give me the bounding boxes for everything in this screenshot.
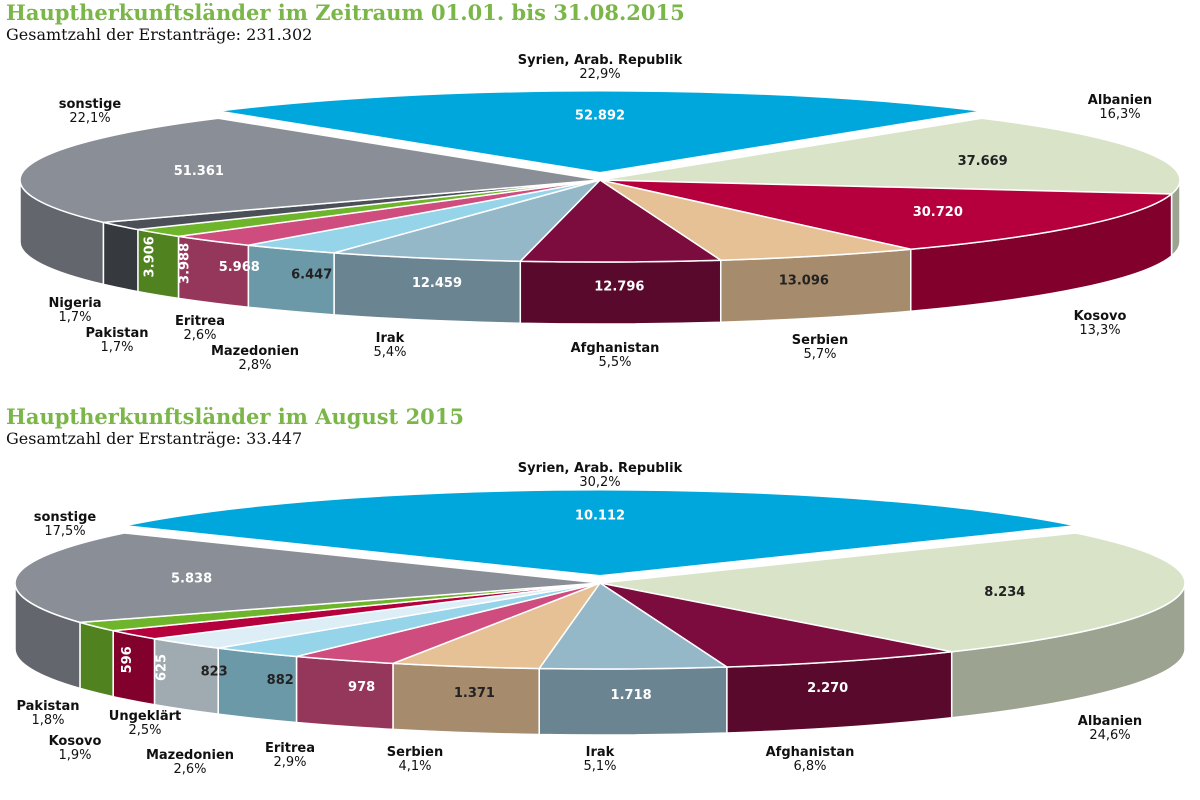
percent-label-sonstige: 22,1% bbox=[69, 111, 110, 126]
slice-tops bbox=[19, 90, 1181, 263]
chart-title: Hauptherkunftsländer im Zeitraum 01.01. … bbox=[6, 0, 685, 25]
percent-label-serbien: 5,7% bbox=[803, 347, 836, 362]
value-label-nigeria: 3.906 bbox=[143, 236, 158, 277]
value-label-eritrea: 978 bbox=[348, 680, 375, 695]
percent-label-eritrea: 2,9% bbox=[273, 755, 306, 770]
category-label-nigeria: Nigeria bbox=[48, 296, 101, 311]
chart-subtitle: Gesamtzahl der Erstanträge: 231.302 bbox=[6, 25, 313, 44]
category-label-eritrea: Eritrea bbox=[265, 741, 315, 756]
percent-label-pakistan: 1,8% bbox=[31, 713, 64, 728]
category-label-mazedonien: Mazedonien bbox=[146, 748, 234, 763]
slice-afghanistan bbox=[599, 582, 952, 668]
percent-label-mazedonien: 2,6% bbox=[173, 762, 206, 777]
value-label-pakistan: 3.988 bbox=[178, 243, 193, 284]
percent-label-irak: 5,4% bbox=[373, 345, 406, 360]
percent-label-irak: 5,1% bbox=[583, 759, 616, 774]
value-label-pakistan: 596 bbox=[120, 646, 135, 673]
percent-label-pakistan: 1,7% bbox=[100, 340, 133, 355]
percent-label-albanien: 16,3% bbox=[1099, 107, 1140, 122]
category-label-kosovo: Kosovo bbox=[1074, 309, 1127, 324]
percent-label-afghanistan: 5,5% bbox=[598, 355, 631, 370]
value-label-mazedonien: 882 bbox=[267, 673, 294, 688]
chart-panel-ytd: Hauptherkunftsländer im Zeitraum 01.01. … bbox=[6, 0, 1181, 373]
slice-side-pakistan bbox=[79, 621, 114, 698]
category-label-eritrea: Eritrea bbox=[175, 314, 225, 329]
category-label-serbien: Serbien bbox=[792, 333, 848, 348]
chart-title: Hauptherkunftsländer im August 2015 bbox=[6, 404, 465, 429]
slice-sides bbox=[19, 179, 1181, 325]
percent-label-afghanistan: 6,8% bbox=[793, 759, 826, 774]
value-label-irak: 1.718 bbox=[611, 688, 652, 703]
category-label-kosovo: Kosovo bbox=[49, 734, 102, 749]
value-label-afghanistan: 2.270 bbox=[807, 681, 848, 696]
value-label-syrien-arab-republik: 52.892 bbox=[575, 108, 625, 123]
category-label-pakistan: Pakistan bbox=[16, 699, 79, 714]
slice-sonstige bbox=[14, 532, 601, 624]
value-label-kosovo: 625 bbox=[155, 654, 170, 681]
value-label-eritrea: 5.968 bbox=[219, 260, 260, 275]
slice-albanien bbox=[599, 117, 1181, 195]
category-label-sonstige: sonstige bbox=[34, 510, 97, 525]
category-label-serbien: Serbien bbox=[387, 745, 443, 760]
value-label-syrien-arab-republik: 10.112 bbox=[575, 509, 625, 524]
percent-label-ungeklaert: 2,5% bbox=[128, 723, 161, 738]
category-label-pakistan: Pakistan bbox=[85, 326, 148, 341]
chart-subtitle: Gesamtzahl der Erstanträge: 33.447 bbox=[6, 429, 303, 448]
category-label-syrien-arab-republik: Syrien, Arab. Republik bbox=[518, 53, 683, 68]
category-label-albanien: Albanien bbox=[1078, 714, 1142, 729]
percent-label-kosovo: 1,9% bbox=[58, 748, 91, 763]
value-label-kosovo: 30.720 bbox=[913, 205, 963, 220]
category-label-afghanistan: Afghanistan bbox=[571, 341, 660, 356]
category-label-irak: Irak bbox=[376, 331, 405, 346]
value-label-sonstige: 51.361 bbox=[174, 164, 224, 179]
percent-label-albanien: 24,6% bbox=[1089, 728, 1130, 743]
value-label-sonstige: 5.838 bbox=[171, 572, 212, 587]
category-label-sonstige: sonstige bbox=[59, 97, 122, 112]
percent-label-kosovo: 13,3% bbox=[1079, 323, 1120, 338]
chart-panel-august: Hauptherkunftsländer im August 2015 Gesa… bbox=[0, 400, 1200, 800]
percent-label-syrien-arab-republik: 22,9% bbox=[579, 67, 620, 82]
slice-side-nigeria bbox=[102, 221, 139, 293]
percent-label-eritrea: 2,6% bbox=[183, 328, 216, 343]
slice-irak bbox=[537, 581, 730, 670]
slice-albanien bbox=[599, 532, 1186, 653]
value-label-afghanistan: 12.796 bbox=[594, 279, 644, 294]
value-label-irak: 12.459 bbox=[412, 276, 462, 291]
value-label-serbien: 1.371 bbox=[454, 686, 495, 701]
value-label-albanien: 37.669 bbox=[958, 154, 1008, 169]
category-label-syrien-arab-republik: Syrien, Arab. Republik bbox=[518, 461, 683, 476]
slice-tops bbox=[14, 489, 1186, 670]
category-label-ungeklaert: Ungeklärt bbox=[109, 709, 181, 724]
value-label-ungeklaert: 823 bbox=[201, 665, 228, 680]
slice-kosovo bbox=[599, 179, 1174, 250]
slice-sonstige bbox=[19, 117, 601, 224]
category-label-afghanistan: Afghanistan bbox=[766, 745, 855, 760]
category-label-albanien: Albanien bbox=[1088, 93, 1152, 108]
value-label-serbien: 13.096 bbox=[779, 274, 829, 289]
category-label-mazedonien: Mazedonien bbox=[211, 344, 299, 359]
slice-sides bbox=[14, 582, 1186, 736]
slice-afghanistan bbox=[518, 179, 724, 263]
value-label-mazedonien: 6.447 bbox=[291, 268, 332, 283]
category-label-irak: Irak bbox=[586, 745, 615, 760]
percent-label-nigeria: 1,7% bbox=[58, 310, 91, 325]
percent-label-sonstige: 17,5% bbox=[44, 524, 85, 539]
slice-irak bbox=[333, 178, 603, 262]
slice-serbien bbox=[599, 179, 911, 261]
slice-syrien-arab-republik bbox=[124, 489, 1076, 577]
slice-syrien-arab-republik bbox=[218, 90, 982, 174]
value-label-albanien: 8.234 bbox=[984, 585, 1025, 600]
percent-label-serbien: 4,1% bbox=[398, 759, 431, 774]
percent-label-mazedonien: 2,8% bbox=[238, 358, 271, 373]
percent-label-syrien-arab-republik: 30,2% bbox=[579, 475, 620, 490]
slice-side-eritrea bbox=[295, 655, 394, 731]
